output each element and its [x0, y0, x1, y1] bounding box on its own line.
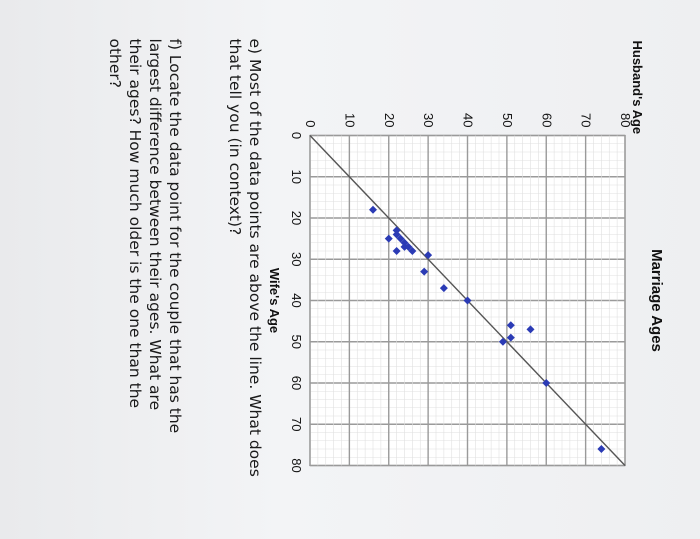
- y-tick-label: 10: [342, 113, 357, 127]
- marriage-ages-chart: Marriage Ages 0 10 20 30 40 50 60 70 80 0 10 20 30 40…: [267, 40, 665, 473]
- y-tick-label: 60: [539, 113, 554, 127]
- y-tick-label: 0: [303, 120, 318, 127]
- x-tick-label: 80: [289, 458, 304, 472]
- question-f: f) Locate the data point for the couple …: [106, 38, 184, 433]
- x-tick-label: 20: [289, 210, 304, 224]
- tick-labels: 0 10 20 30 40 50 60 70 80 0 10 20 30 40 50 60 70 80: [289, 113, 633, 473]
- y-tick-label: 70: [579, 113, 594, 127]
- chart-title: Marriage Ages: [648, 249, 665, 352]
- y-tick-label: 80: [618, 113, 633, 127]
- x-tick-label: 40: [289, 293, 304, 307]
- y-tick-label: 30: [421, 113, 436, 127]
- y-axis-label: Husband's Age: [630, 40, 645, 134]
- y-tick-label: 50: [500, 113, 515, 127]
- x-tick-label: 50: [289, 334, 304, 348]
- x-tick-label: 30: [289, 252, 304, 266]
- x-tick-label: 70: [289, 417, 304, 431]
- question-e: e) Most of the data points are above the…: [226, 38, 264, 477]
- y-tick-label: 20: [382, 113, 397, 127]
- y-tick-label: 40: [461, 113, 476, 127]
- x-axis-label: Wife's Age: [267, 267, 282, 332]
- x-tick-label: 0: [289, 131, 304, 138]
- x-tick-label: 10: [289, 169, 304, 183]
- x-tick-label: 60: [289, 375, 304, 389]
